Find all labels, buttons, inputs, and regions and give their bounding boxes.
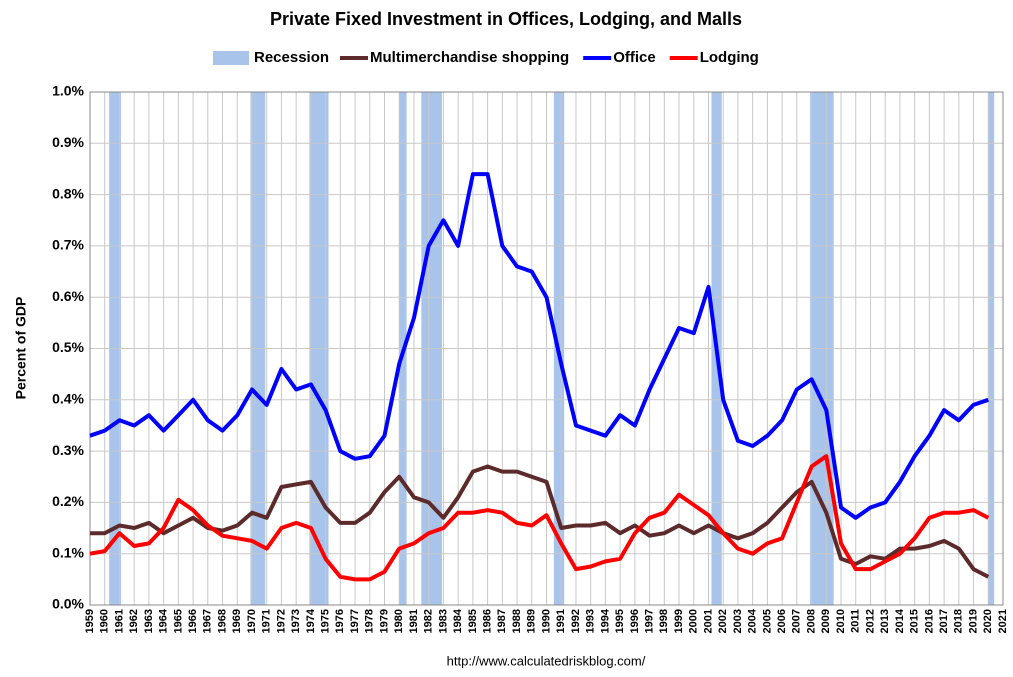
x-tick-label: 2007	[791, 609, 803, 633]
x-tick-label: 1978	[364, 609, 376, 633]
y-tick-label: 0.9%	[52, 134, 84, 150]
x-tick-label: 1975	[320, 609, 332, 633]
x-tick-label: 1986	[482, 609, 494, 633]
x-tick-label: 2010	[835, 609, 847, 633]
x-tick-label: 1961	[113, 609, 125, 633]
x-tick-label: 2005	[761, 609, 773, 633]
x-tick-label: 2013	[879, 609, 891, 633]
x-tick-label: 1988	[511, 609, 523, 633]
x-tick-label: 1997	[643, 609, 655, 633]
x-tick-label: 1960	[99, 609, 111, 633]
x-tick-label: 1999	[673, 609, 685, 633]
series-line	[89, 172, 989, 520]
y-tick-label: 0.0%	[52, 596, 84, 612]
x-tick-label: 2020	[982, 609, 994, 633]
x-tick-label: 1979	[378, 609, 390, 633]
legend-swatch	[213, 51, 249, 65]
source: http://www.calculatedriskblog.com/	[447, 653, 646, 668]
x-tick-label: 1994	[599, 608, 611, 633]
chart-title: Private Fixed Investment in Offices, Lod…	[270, 9, 742, 29]
x-tick-label: 1985	[467, 609, 479, 633]
plot-border	[89, 91, 1004, 606]
y-tick-label: 0.1%	[52, 544, 84, 560]
y-tick-label: 0.4%	[52, 391, 84, 407]
x-tick-label: 1991	[555, 609, 567, 633]
x-tick-label: 2018	[953, 609, 965, 633]
y-tick-label: 0.3%	[52, 442, 84, 458]
y-tick-label: 0.2%	[52, 493, 84, 509]
x-tick-label: 1976	[334, 609, 346, 633]
x-tick-label: 1974	[305, 608, 317, 633]
x-tick-label: 1990	[540, 609, 552, 633]
legend-label: Recession	[254, 49, 329, 66]
x-tick-label: 1972	[275, 609, 287, 633]
x-tick-label: 2001	[702, 609, 714, 633]
x-tick-label: 2019	[967, 609, 979, 633]
series-line	[89, 454, 990, 582]
x-tick-label: 1965	[172, 609, 184, 633]
x-tick-label: 1982	[423, 609, 435, 633]
x-tick-label: 1959	[84, 609, 96, 633]
x-tick-label: 1980	[393, 609, 405, 633]
x-tick-label: 1981	[408, 609, 420, 633]
x-tick-label: 1993	[585, 609, 597, 633]
x-tick-label: 1989	[526, 609, 538, 633]
x-tick-label: 1963	[143, 609, 155, 633]
x-tick-label: 2002	[717, 609, 729, 633]
x-tick-label: 1987	[496, 609, 508, 633]
x-tick-label: 1973	[290, 609, 302, 633]
x-tick-label: 1996	[629, 609, 641, 633]
y-tick-label: 1.0%	[52, 83, 84, 99]
x-tick-label: 2003	[732, 609, 744, 633]
x-tick-label: 1970	[246, 609, 258, 633]
x-tick-label: 1966	[187, 609, 199, 633]
x-tick-label: 1968	[216, 609, 228, 633]
x-tick-label: 1984	[452, 608, 464, 633]
x-tick-label: 2000	[688, 609, 700, 633]
x-tick-label: 2015	[909, 609, 921, 633]
x-tick-label: 1977	[349, 609, 361, 633]
x-tick-label: 2008	[805, 609, 817, 633]
x-tick-label: 2014	[894, 608, 906, 633]
x-tick-label: 1983	[437, 609, 449, 633]
y-tick-label: 0.5%	[52, 339, 84, 355]
legend-label: Office	[613, 49, 656, 66]
x-tick-label: 1998	[658, 609, 670, 633]
x-tick-label: 1969	[231, 609, 243, 633]
y-axis-label: Percent of GDP	[13, 297, 29, 400]
series-line	[90, 464, 990, 579]
x-tick-label: 2021	[997, 609, 1009, 633]
legend-label: Lodging	[700, 49, 759, 66]
y-tick-label: 0.8%	[52, 185, 84, 201]
x-tick-label: 2009	[820, 609, 832, 633]
y-tick-label: 0.6%	[52, 288, 84, 304]
x-tick-label: 1962	[128, 609, 140, 633]
x-tick-label: 1971	[261, 609, 273, 633]
x-tick-label: 2006	[776, 609, 788, 633]
x-tick-label: 2011	[850, 609, 862, 633]
x-tick-label: 1992	[570, 609, 582, 633]
legend-label: Multimerchandise shopping	[370, 49, 569, 66]
x-tick-label: 1995	[614, 609, 626, 633]
x-tick-label: 2016	[923, 609, 935, 633]
x-tick-label: 2017	[938, 609, 950, 633]
y-tick-label: 0.7%	[52, 237, 84, 253]
x-tick-label: 2012	[864, 609, 876, 633]
x-tick-label: 1964	[158, 608, 170, 633]
x-tick-label: 2004	[747, 608, 759, 633]
x-tick-label: 1967	[202, 609, 214, 633]
